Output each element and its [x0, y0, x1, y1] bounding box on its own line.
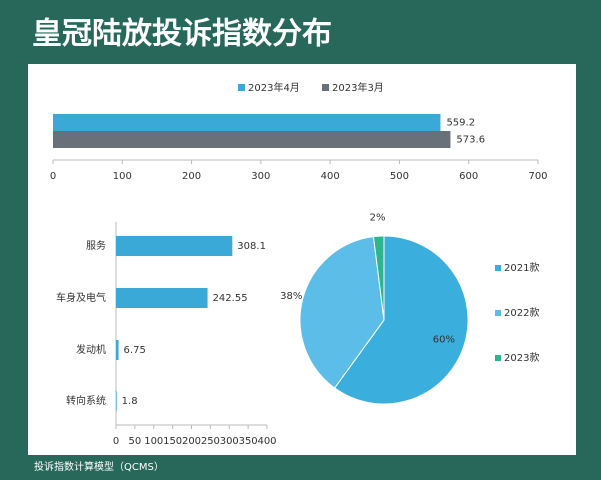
page-title: 皇冠陆放投诉指数分布	[32, 17, 332, 52]
category-label: 服务	[86, 239, 106, 252]
x-tick-label: 400	[321, 171, 340, 182]
pie-label: 60%	[433, 334, 455, 345]
value-label: 242.55	[213, 293, 248, 304]
value-label: 1.8	[122, 396, 138, 407]
x-tick-label: 350	[239, 436, 258, 447]
x-tick-label: 100	[113, 171, 132, 182]
legend-marker	[238, 84, 245, 91]
legend-marker	[322, 84, 329, 91]
legend-label: 2023款	[504, 351, 539, 364]
x-tick-label: 200	[182, 171, 201, 182]
x-tick-label: 200	[182, 436, 201, 447]
x-tick-label: 0	[113, 436, 119, 447]
footer: 投诉指数计算模型（QCMS）	[34, 460, 164, 473]
legend-label: 2022款	[504, 306, 539, 319]
bar	[53, 131, 451, 148]
legend-label: 2023年3月	[332, 81, 384, 94]
bar	[53, 114, 441, 131]
pie-slice	[372, 235, 385, 321]
x-tick-label: 600	[459, 171, 478, 182]
legend-marker	[495, 265, 501, 271]
x-tick-label: 250	[201, 436, 220, 447]
value-label: 573.6	[456, 135, 485, 146]
pie-slice	[299, 236, 385, 389]
category-label: 车身及电气	[56, 291, 106, 304]
category-label: 转向系统	[66, 394, 106, 407]
legend-marker	[495, 310, 501, 316]
pie-label: 38%	[280, 291, 302, 302]
pie-slice	[333, 235, 469, 405]
legend-label: 2021款	[504, 261, 539, 274]
x-tick-label: 50	[129, 436, 142, 447]
bar	[116, 340, 119, 360]
pie-label: 2%	[370, 213, 386, 224]
x-tick-label: 700	[528, 171, 547, 182]
x-tick-label: 500	[390, 171, 409, 182]
legend-label: 2023年4月	[248, 81, 300, 94]
x-tick-label: 100	[144, 436, 163, 447]
x-tick-label: 150	[163, 436, 182, 447]
bar	[116, 288, 208, 308]
bar	[116, 391, 117, 411]
x-tick-label: 300	[220, 436, 239, 447]
bar	[116, 236, 233, 256]
value-label: 308.1	[237, 241, 266, 252]
x-tick-label: 300	[251, 171, 270, 182]
value-label: 6.75	[124, 345, 146, 356]
category-label: 发动机	[76, 343, 106, 356]
x-tick-label: 0	[50, 171, 56, 182]
value-label: 559.2	[446, 118, 475, 129]
x-tick-label: 400	[257, 436, 276, 447]
legend-marker	[495, 355, 501, 361]
